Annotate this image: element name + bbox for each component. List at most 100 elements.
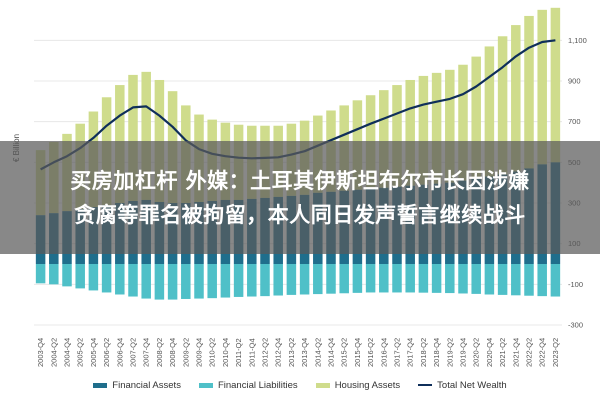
x-tick-label: 2020-Q2 xyxy=(472,338,481,367)
x-tick-label: 2003-Q4 xyxy=(36,338,45,367)
financial-liabilities-bar xyxy=(471,264,481,294)
financial-liabilities-bar xyxy=(49,264,59,285)
legend-swatch xyxy=(198,382,213,388)
financial-liabilities-bars xyxy=(35,264,561,300)
x-tick-label: 2010-Q4 xyxy=(221,338,230,367)
financial-liabilities-bar xyxy=(247,264,257,297)
financial-liabilities-bar xyxy=(458,264,468,294)
x-tick-label: 2011-Q4 xyxy=(247,338,256,367)
financial-liabilities-bar xyxy=(497,264,508,295)
financial-liabilities-bar xyxy=(418,264,429,293)
x-tick-label: 2008-Q2 xyxy=(155,338,164,367)
legend-item: Financial Assets xyxy=(93,380,181,391)
x-tick-label: 2015-Q4 xyxy=(353,338,362,367)
x-tick-label: 2005-Q4 xyxy=(89,338,98,367)
financial-liabilities-bar xyxy=(484,264,495,295)
legend-label: Financial Assets xyxy=(112,379,181,391)
x-tick-label: 2006-Q2 xyxy=(102,338,111,367)
financial-liabilities-bar xyxy=(339,264,349,294)
x-tick-label: 2018-Q4 xyxy=(432,338,441,367)
x-tick-label: 2005-Q2 xyxy=(76,338,85,367)
x-tick-label: 2016-Q4 xyxy=(379,338,388,367)
legend-swatch xyxy=(315,382,330,388)
financial-liabilities-bar xyxy=(141,264,151,299)
x-tick-label: 2010-Q2 xyxy=(208,338,217,367)
x-tick-label: 2019-Q2 xyxy=(445,338,454,367)
housing-assets-bar xyxy=(458,64,468,181)
financial-liabilities-bar xyxy=(326,264,336,294)
financial-liabilities-bar xyxy=(88,264,99,291)
financial-liabilities-bar xyxy=(62,264,72,287)
x-tick-label: 2014-Q2 xyxy=(313,338,322,367)
legend-swatch xyxy=(418,384,433,386)
financial-liabilities-bar xyxy=(207,264,217,299)
financial-liabilities-bar xyxy=(431,264,442,293)
legend-label: Housing Assets xyxy=(334,379,401,391)
y-tick-label: -300 xyxy=(568,321,583,330)
financial-liabilities-bar xyxy=(167,264,178,300)
x-tick-label: 2021-Q4 xyxy=(511,338,520,367)
y-tick-label: 700 xyxy=(568,117,581,126)
financial-liabilities-bar xyxy=(181,264,191,299)
x-tick-label: 2009-Q4 xyxy=(195,338,204,367)
x-tick-label: 2013-Q2 xyxy=(287,338,296,367)
x-tick-label: 2017-Q4 xyxy=(406,338,415,367)
financial-liabilities-bar xyxy=(286,264,297,295)
legend-item: Housing Assets xyxy=(315,379,401,391)
y-tick-label: 900 xyxy=(568,77,581,86)
financial-liabilities-bar xyxy=(445,264,455,294)
housing-assets-bar xyxy=(418,75,429,185)
x-tick-label: 2014-Q4 xyxy=(327,338,336,367)
financial-liabilities-bar xyxy=(313,264,323,295)
housing-assets-bar xyxy=(431,72,442,184)
housing-assets-bar xyxy=(379,90,389,188)
financial-liabilities-bar xyxy=(35,264,46,284)
financial-liabilities-bar xyxy=(75,264,85,289)
headline-line-2: 贪腐等罪名被拘留，本人同日发声誓言继续战斗 xyxy=(74,202,526,227)
financial-liabilities-bar xyxy=(511,264,521,296)
x-tick-label: 2012-Q2 xyxy=(261,338,270,367)
financial-liabilities-bar xyxy=(524,264,534,296)
housing-assets-bar xyxy=(392,85,402,187)
financial-liabilities-bar xyxy=(260,264,270,297)
headline-line-1: 买房加杠杆 外媒：土耳其伊斯坦布尔市长因涉嫌 xyxy=(70,168,530,193)
x-tick-label: 2023-Q2 xyxy=(551,338,560,367)
financial-liabilities-bar xyxy=(220,264,231,298)
legend-item: Total Net Wealth xyxy=(418,380,507,391)
financial-liabilities-bar xyxy=(537,264,547,297)
x-tick-label: 2011-Q2 xyxy=(234,338,243,367)
x-tick-label: 2006-Q4 xyxy=(115,338,124,367)
financial-liabilities-bar xyxy=(128,264,138,297)
housing-assets-bar xyxy=(445,69,455,183)
x-tick-label: 2022-Q2 xyxy=(525,338,534,367)
x-tick-label: 2012-Q4 xyxy=(274,338,283,367)
housing-assets-bar xyxy=(511,25,521,172)
y-tick-label: -100 xyxy=(568,280,583,289)
financial-liabilities-bar xyxy=(101,264,112,293)
x-tick-label: 2004-Q2 xyxy=(49,338,58,367)
x-tick-label: 2013-Q4 xyxy=(300,338,309,367)
housing-assets-bar xyxy=(550,7,561,163)
housing-assets-bar xyxy=(484,46,495,177)
legend-swatch xyxy=(93,382,108,388)
x-tick-label: 2021-Q2 xyxy=(498,338,507,367)
x-tick-label: 2008-Q4 xyxy=(168,338,177,367)
x-tick-label: 2016-Q2 xyxy=(366,338,375,367)
headline-overlay: 买房加杠杆 外媒：土耳其伊斯坦布尔市长因涉嫌 贪腐等罪名被拘留，本人同日发声誓言… xyxy=(0,141,600,254)
financial-liabilities-bar xyxy=(299,264,310,295)
x-tick-label: 2017-Q2 xyxy=(393,338,402,367)
financial-liabilities-bar xyxy=(154,264,165,300)
x-tick-label: 2018-Q2 xyxy=(419,338,428,367)
housing-assets-bar xyxy=(537,9,547,165)
financial-liabilities-bar xyxy=(405,264,415,293)
x-tick-label: 2022-Q4 xyxy=(538,338,547,367)
housing-assets-bar xyxy=(141,71,151,200)
financial-liabilities-bar xyxy=(194,264,204,299)
x-tick-label: 2009-Q2 xyxy=(181,338,190,367)
housing-assets-bar xyxy=(128,74,138,201)
x-tick-label: 2007-Q4 xyxy=(142,338,151,367)
financial-liabilities-bar xyxy=(379,264,389,293)
financial-liabilities-bar xyxy=(273,264,283,296)
financial-liabilities-bar xyxy=(352,264,363,293)
